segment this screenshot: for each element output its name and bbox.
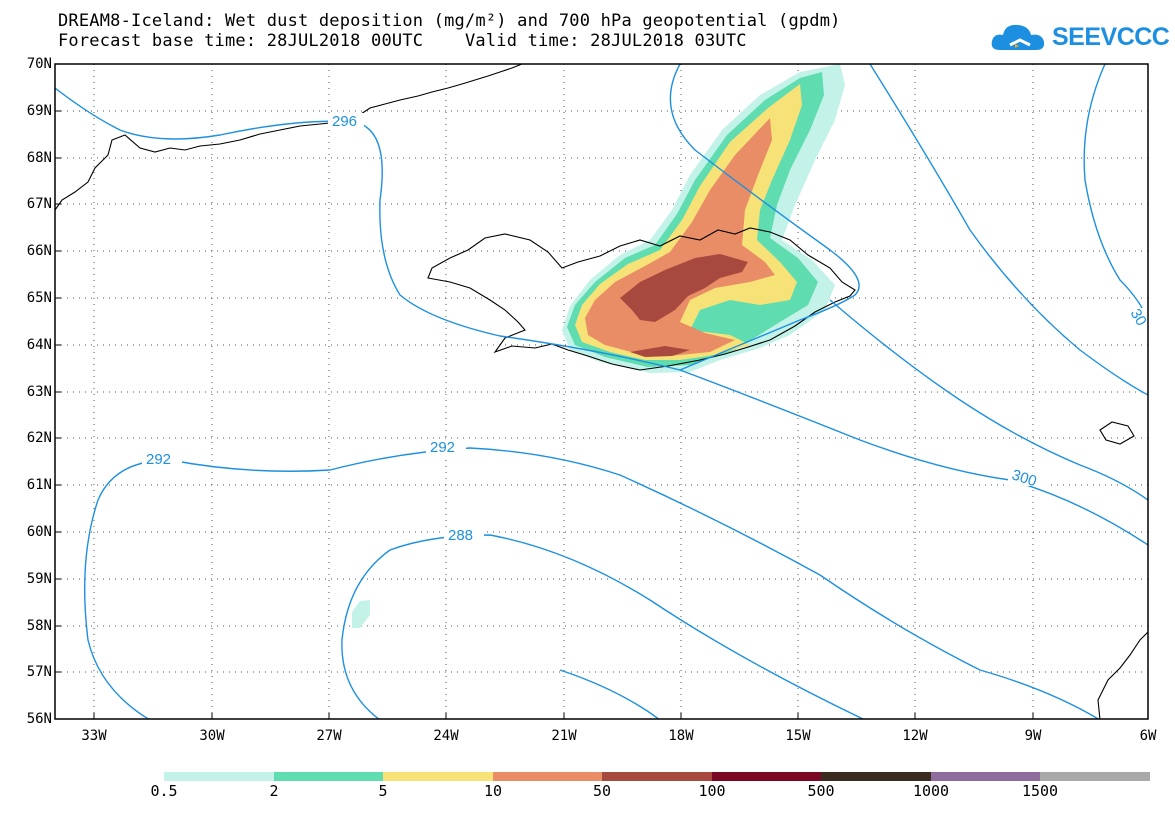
contour-label-group: 296 292 292 288 300 30 bbox=[142, 113, 1150, 544]
contour-296-east bbox=[669, 64, 860, 371]
deposition-band-50 bbox=[620, 254, 748, 322]
contour-288 bbox=[341, 534, 865, 719]
deposition-band-50-b bbox=[705, 256, 724, 270]
colorbar-swatch bbox=[164, 772, 274, 781]
colorbar-swatch bbox=[493, 772, 602, 781]
map-title-line1: DREAM8-Iceland: Wet dust deposition (mg/… bbox=[58, 11, 841, 31]
colorbar-swatch bbox=[712, 772, 821, 781]
lon-label: 15W bbox=[785, 728, 811, 744]
contour-292 bbox=[83, 447, 1100, 719]
seevccc-logo: SEEVCCC bbox=[990, 18, 1170, 58]
colorbar-label: 500 bbox=[807, 782, 835, 800]
contour-300 bbox=[679, 369, 1148, 546]
lat-label: 64N bbox=[26, 337, 52, 353]
colorbar bbox=[164, 772, 1150, 781]
colorbar-label: 50 bbox=[592, 782, 612, 800]
lat-label: 57N bbox=[26, 664, 52, 680]
lat-label: 62N bbox=[26, 430, 52, 446]
lat-label: 69N bbox=[26, 103, 52, 119]
lat-label: 58N bbox=[26, 618, 52, 634]
lon-label: 9W bbox=[1024, 728, 1042, 744]
contour-label: 30 bbox=[1127, 306, 1150, 329]
colorbar-label: 1500 bbox=[1021, 782, 1059, 800]
colorbar-swatch bbox=[931, 772, 1040, 781]
contour-304 bbox=[869, 64, 1148, 396]
lat-label: 60N bbox=[26, 524, 52, 540]
contour-300-far bbox=[829, 299, 1148, 501]
contour-label: 296 bbox=[332, 113, 357, 130]
cloud-icon bbox=[991, 24, 1045, 50]
contour-label: 292 bbox=[430, 439, 455, 456]
scotland-coast bbox=[1097, 631, 1148, 719]
contour-308 bbox=[1083, 64, 1148, 321]
lat-label: 66N bbox=[26, 243, 52, 259]
logo-text: SEEVCCC bbox=[1052, 23, 1170, 51]
colorbar-label: 2 bbox=[269, 782, 279, 800]
contour-296-west bbox=[55, 87, 681, 371]
contour-label: 288 bbox=[448, 527, 473, 544]
map-title-line2: Forecast base time: 28JUL2018 00UTC Vali… bbox=[58, 31, 747, 51]
lon-label: 30W bbox=[199, 728, 225, 744]
colorbar-label: 1000 bbox=[912, 782, 950, 800]
lat-label: 56N bbox=[26, 711, 52, 727]
lon-label: 33W bbox=[81, 728, 107, 744]
iceland-coast bbox=[427, 227, 856, 371]
contour-south bbox=[559, 669, 660, 719]
colorbar-swatch bbox=[274, 772, 383, 781]
lat-label: 70N bbox=[26, 56, 52, 72]
coastlines bbox=[55, 64, 1148, 719]
lat-label: 68N bbox=[26, 150, 52, 166]
colorbar-label: 0.5 bbox=[150, 782, 178, 800]
greenland-coast bbox=[55, 64, 523, 211]
deposition-band-0-5-isolated bbox=[352, 600, 370, 628]
lon-label: 21W bbox=[551, 728, 577, 744]
lon-label: 24W bbox=[433, 728, 459, 744]
colorbar-label: 100 bbox=[698, 782, 726, 800]
graticule bbox=[55, 64, 1148, 719]
lon-label: 18W bbox=[668, 728, 694, 744]
colorbar-swatch bbox=[821, 772, 931, 781]
lat-label: 63N bbox=[26, 384, 52, 400]
colorbar-label: 5 bbox=[378, 782, 388, 800]
colorbar-label: 10 bbox=[483, 782, 503, 800]
lon-label: 12W bbox=[902, 728, 928, 744]
colorbar-swatch bbox=[1040, 772, 1150, 781]
dust-deposition-field bbox=[352, 64, 845, 628]
contour-label: 292 bbox=[146, 451, 171, 468]
lat-label: 59N bbox=[26, 571, 52, 587]
lon-label: 6W bbox=[1139, 728, 1157, 744]
contour-label: 300 bbox=[1010, 466, 1039, 490]
lat-label: 67N bbox=[26, 196, 52, 212]
colorbar-swatch bbox=[602, 772, 712, 781]
lon-label: 27W bbox=[316, 728, 342, 744]
faroe-islands bbox=[1099, 421, 1135, 445]
lat-label: 65N bbox=[26, 290, 52, 306]
lat-label: 61N bbox=[26, 477, 52, 493]
colorbar-swatch bbox=[383, 772, 493, 781]
deposition-band-50-c bbox=[630, 346, 690, 357]
